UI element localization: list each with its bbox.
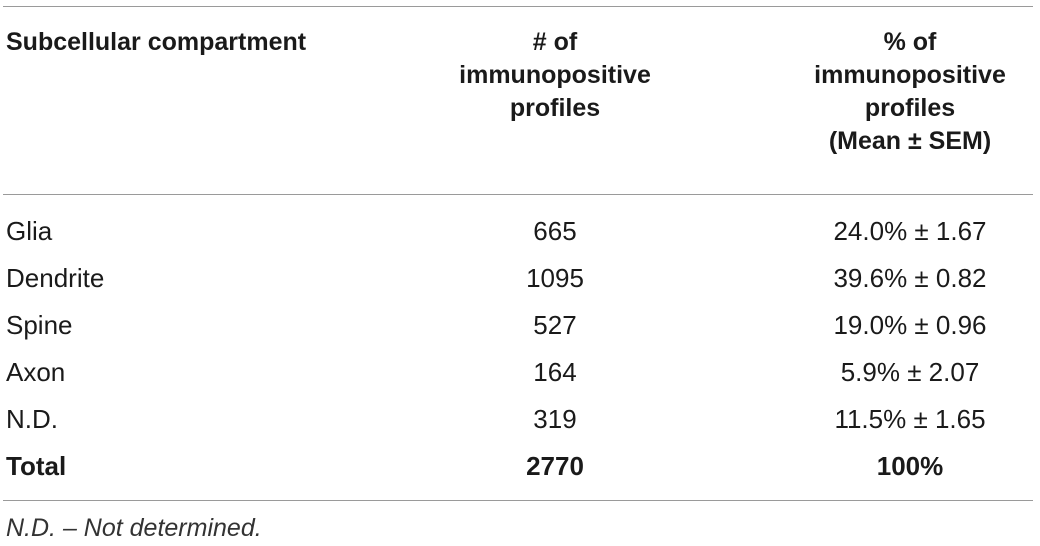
header-line: # of <box>532 28 578 56</box>
cell-percent: 11.5% ± 1.65 <box>834 404 986 434</box>
cell-compartment: Dendrite <box>6 263 105 293</box>
table-footnote: N.D. – Not determined. <box>6 514 262 542</box>
header-rule <box>3 194 1033 195</box>
header-subcellular-compartment: Subcellular compartment <box>6 26 306 59</box>
header-line: immunopositive <box>814 61 1006 89</box>
header-line: immunopositive <box>459 61 651 89</box>
cell-total-percent: 100% <box>876 451 944 481</box>
header-line: Subcellular compartment <box>6 28 307 56</box>
cell-compartment: Glia <box>6 216 53 246</box>
cell-count: 164 <box>533 357 577 387</box>
cell-compartment: N.D. <box>6 404 58 434</box>
cell-count: 527 <box>533 310 577 340</box>
cell-compartment: Axon <box>6 357 66 387</box>
cell-percent: 39.6% ± 0.82 <box>833 263 987 293</box>
cell-total-count: 2770 <box>526 451 584 481</box>
cell-percent: 5.9% ± 2.07 <box>840 357 980 387</box>
header-line: (Mean ± SEM) <box>828 127 992 155</box>
cell-percent: 19.0% ± 0.96 <box>833 310 987 340</box>
cell-total-label: Total <box>6 451 67 481</box>
header-count: # of immunopositive profiles <box>430 26 680 125</box>
header-percent: % of immunopositive profiles (Mean ± SEM… <box>780 26 1040 158</box>
header-line: profiles <box>864 94 956 122</box>
bottom-rule <box>3 500 1033 501</box>
top-rule <box>3 6 1033 7</box>
header-line: profiles <box>509 94 601 122</box>
cell-count: 319 <box>533 404 577 434</box>
cell-compartment: Spine <box>6 310 73 340</box>
header-line: % of <box>883 28 937 56</box>
cell-count: 1095 <box>526 263 584 293</box>
cell-percent: 24.0% ± 1.67 <box>833 216 987 246</box>
cell-count: 665 <box>533 216 577 246</box>
